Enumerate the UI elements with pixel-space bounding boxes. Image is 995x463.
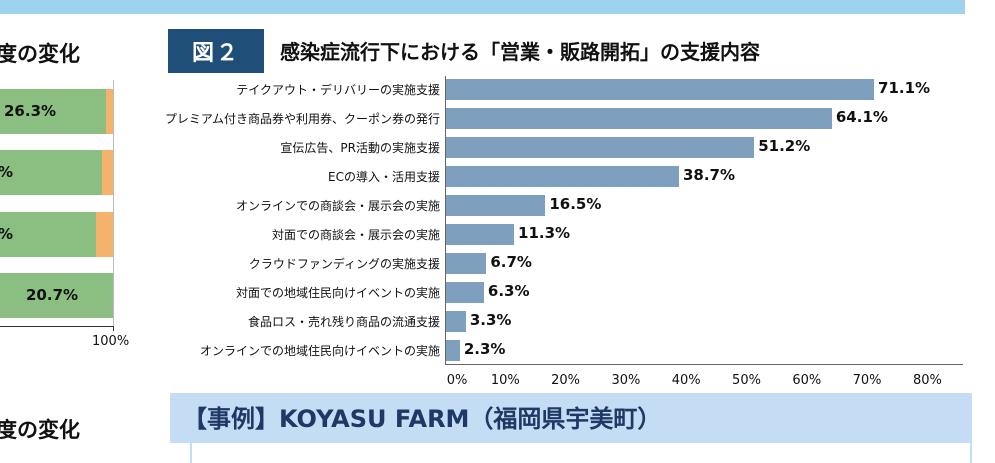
left-bar-label: % [0,163,13,181]
x-tick-label: 0% [446,373,468,388]
x-tick-label: 30% [611,373,641,388]
bar [446,194,546,216]
category-label: クラウドファンディングの実施支援 [248,257,440,271]
left-axis-label: 100% [92,334,130,349]
bar [446,78,875,100]
top-banner [0,0,965,14]
x-tick-label: 60% [792,373,822,388]
bar [446,223,515,245]
left-bar-segment-green [0,150,102,195]
data-label: 6.7% [490,253,532,271]
left-bar-segment-green [0,273,113,318]
data-label: 6.3% [487,282,530,300]
x-tick-label: 10% [490,373,520,388]
left-axis-tick [113,326,114,331]
bar [446,136,755,158]
data-label: 16.5% [549,195,602,213]
category-label: プレミアム付き商品券や利用券、クーポン券の発行 [164,112,440,126]
category-label: 対面での商談会・展示会の実施 [271,228,440,242]
figure-badge: 図２ [168,29,264,73]
x-tick-label: 40% [671,373,701,388]
left-bar-segment-orange [102,150,113,195]
bar [446,310,466,332]
x-tick-label: 20% [551,373,581,388]
category-label: オンラインでの商談会・展示会の実施 [235,199,440,213]
left-axis-line [113,80,114,326]
category-label: テイクアウト・デリバリーの実施支援 [236,83,440,97]
left-bar-label: 26.3% [4,102,57,120]
x-axis-line [445,364,963,365]
data-label: 11.3% [518,224,571,242]
bar [446,281,484,303]
left-bar-segment-orange [96,212,113,257]
x-tick-label: 50% [732,373,761,388]
left-x-axis [0,326,114,327]
bar [446,252,487,274]
case-body [190,443,972,463]
x-tick-label: 80% [912,373,942,388]
data-label: 38.7% [682,166,736,184]
data-label: 51.2% [758,137,811,155]
left-bar-label: % [0,225,13,243]
figure-title: 感染症流行下における「営業・販路開拓」の支援内容 [280,40,760,64]
category-label: オンラインでの地域住民向けイベントの実施 [199,344,440,358]
left-chart-title: 度の変化 [0,42,80,66]
bar [446,107,832,129]
data-label: 71.1% [878,79,931,97]
x-tick-label: 70% [852,373,882,388]
bar [446,165,679,187]
data-label: 64.1% [835,108,888,126]
left-bar-segment-orange [106,89,113,134]
category-label: 食品ロス・売れ残り商品の流通支援 [247,315,440,329]
y-axis-line [445,76,446,364]
case-header [170,393,972,443]
left-bar-label: 20.7% [26,286,79,304]
case-title: 【事例】KOYASU FARM（福岡県宇美町） [183,405,662,433]
bar [446,339,460,361]
data-label: 2.3% [463,340,506,358]
left-bar-segment-green [0,212,96,257]
category-label: 宣伝広告、PR活動の実施支援 [280,141,440,155]
category-label: 対面での地域住民向けイベントの実施 [235,286,440,300]
data-label: 3.3% [469,311,512,329]
left-lower-title: 度の変化 [0,418,80,442]
category-label: ECの導入・活用支援 [328,170,440,184]
left-bar-segment-green [0,89,106,134]
